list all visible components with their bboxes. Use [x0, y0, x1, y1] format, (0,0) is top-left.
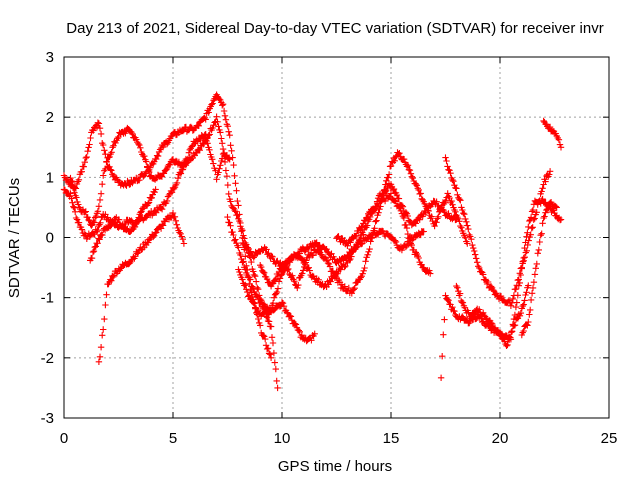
- data-points: [60, 91, 565, 392]
- y-tick-label: 2: [46, 109, 54, 126]
- x-tick-label: 10: [274, 430, 291, 447]
- point-markers: [333, 190, 434, 277]
- y-tick-label: 3: [46, 49, 54, 66]
- x-tick-label: 5: [169, 430, 177, 447]
- y-tick-label: -1: [41, 290, 54, 307]
- point-markers: [67, 124, 233, 229]
- x-tick-label: 20: [492, 430, 509, 447]
- point-markers: [442, 154, 554, 309]
- chart-title: Day 213 of 2021, Sidereal Day-to-day VTE…: [66, 20, 603, 37]
- x-tick-label: 25: [601, 430, 618, 447]
- y-axis-label: SDTVAR / TECUs: [6, 178, 23, 298]
- point-markers: [518, 199, 560, 339]
- series-sat-o: [518, 199, 560, 339]
- point-markers: [540, 117, 565, 151]
- series-sat-e: [87, 186, 159, 264]
- point-markers: [87, 186, 159, 264]
- y-tick-label: -3: [41, 410, 54, 427]
- series-sat-l: [442, 154, 554, 309]
- point-markers: [257, 227, 427, 290]
- y-tick-labels: 3 2 1 0 -1 -2 -3: [41, 49, 54, 427]
- series-sat-n: [540, 117, 565, 151]
- series-sat-g: [235, 266, 318, 345]
- point-markers: [95, 209, 188, 365]
- series-sat-j: [333, 190, 434, 277]
- point-markers: [235, 266, 318, 345]
- x-tick-label: 15: [383, 430, 400, 447]
- x-axis-label: GPS time / hours: [278, 458, 392, 475]
- y-tick-label: -2: [41, 350, 54, 367]
- series-sat-h: [239, 149, 471, 297]
- x-tick-labels: 0 5 10 15 20 25: [60, 430, 618, 447]
- point-markers: [239, 149, 471, 297]
- series-sat-m: [453, 282, 532, 349]
- series-sat-i: [257, 227, 427, 290]
- series-sat-d: [95, 209, 188, 365]
- series-sat-b: [67, 124, 233, 229]
- axis-ticks: [63, 56, 610, 419]
- y-tick-label: 0: [46, 230, 54, 247]
- point-markers: [453, 282, 532, 349]
- x-tick-label: 0: [60, 430, 68, 447]
- y-tick-label: 1: [46, 169, 54, 186]
